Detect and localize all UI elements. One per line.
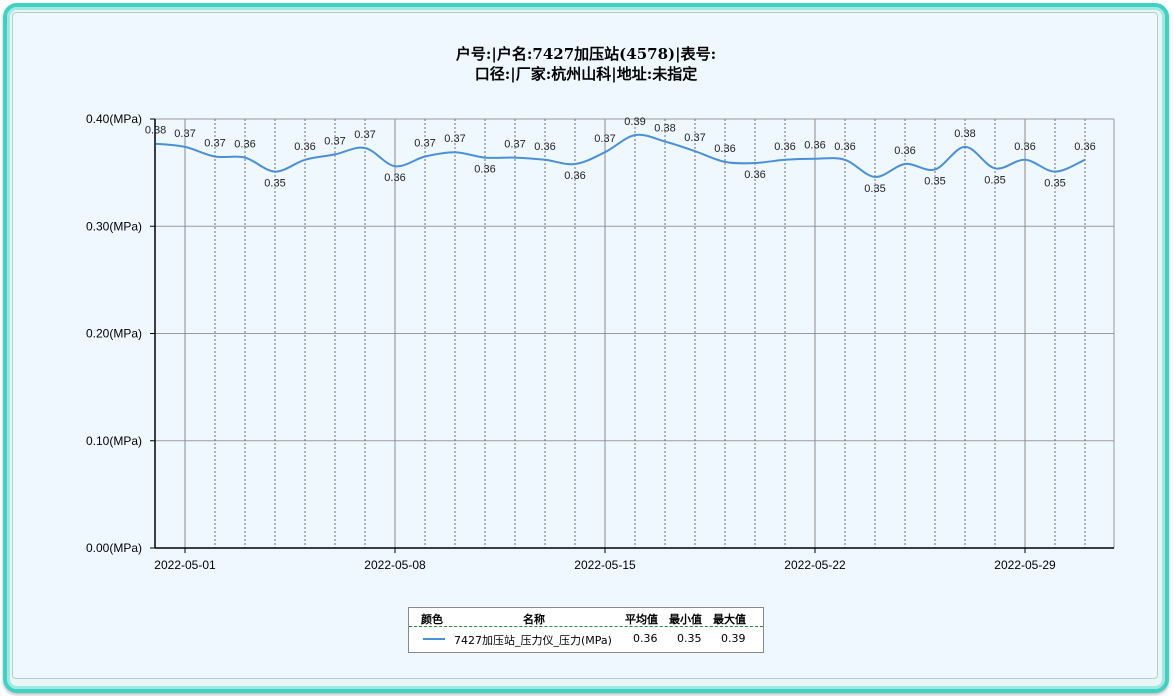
legend-series-name: 7427加压站_压力仪_压力(MPa) xyxy=(454,634,612,647)
legend-row: 7427加压站_压力仪_压力(MPa) 0.36 0.35 0.39 xyxy=(409,632,763,648)
data-label: 0.35 xyxy=(1044,178,1065,190)
data-label: 0.36 xyxy=(1074,141,1095,153)
data-label: 0.36 xyxy=(234,139,255,151)
data-label: 0.37 xyxy=(414,138,435,150)
data-label: 0.37 xyxy=(204,138,225,150)
legend-header-max: 最大值 xyxy=(713,613,746,626)
data-label: 0.36 xyxy=(564,170,585,182)
data-label: 0.36 xyxy=(834,141,855,153)
legend-header-min: 最小值 xyxy=(669,613,702,626)
data-label: 0.37 xyxy=(684,132,705,144)
chart-title-line-2: 口径:|厂家:杭州山科|地址:未指定 xyxy=(475,65,698,83)
y-tick-label: 0.00(MPa) xyxy=(86,541,142,555)
legend-header-avg: 平均值 xyxy=(625,613,658,626)
x-tick-label: 2022-05-29 xyxy=(994,558,1056,572)
data-label: 0.35 xyxy=(984,174,1005,186)
legend-header-name: 名称 xyxy=(523,613,545,626)
y-tick-label: 0.30(MPa) xyxy=(86,219,142,233)
data-label: 0.37 xyxy=(174,128,195,140)
data-label: 0.36 xyxy=(744,169,765,181)
data-label: 0.37 xyxy=(324,135,345,147)
data-label: 0.37 xyxy=(354,129,375,141)
data-label: 0.38 xyxy=(954,128,975,140)
data-label: 0.36 xyxy=(1014,141,1035,153)
data-label: 0.36 xyxy=(774,141,795,153)
x-tick-label: 2022-05-08 xyxy=(364,558,426,572)
x-tick-label: 2022-05-15 xyxy=(574,558,636,572)
series-line xyxy=(155,133,1086,178)
legend-min-value: 0.35 xyxy=(677,632,702,645)
x-tick-label: 2022-05-01 xyxy=(154,558,216,572)
data-label: 0.35 xyxy=(924,175,945,187)
data-label: 0.35 xyxy=(264,178,285,190)
legend-header-color: 颜色 xyxy=(421,613,443,626)
data-label: 0.37 xyxy=(444,133,465,145)
axes: 0.00(MPa) 0.10(MPa) 0.20(MPa) 0.30(MPa) 0.40… xyxy=(86,112,1114,572)
data-labels: 0.38 0.37 0.37 0.36 0.35 0.36 0.37 0.37 0.36 0.37… xyxy=(145,116,1096,195)
grid-lines xyxy=(155,118,1115,548)
data-label: 0.36 xyxy=(894,145,915,157)
data-label: 0.37 xyxy=(594,133,615,145)
data-label: 0.39 xyxy=(624,116,645,128)
data-label: 0.37 xyxy=(504,139,525,151)
y-tick-label: 0.10(MPa) xyxy=(86,434,142,448)
legend-max-value: 0.39 xyxy=(721,632,746,645)
data-label: 0.36 xyxy=(534,141,555,153)
legend-color-swatch xyxy=(423,638,445,640)
data-label: 0.36 xyxy=(474,164,495,176)
chart-panel xyxy=(12,12,1158,679)
legend-table: 颜色 名称 平均值 最小值 最大值 7427加压站_压力仪_压力(MPa) 0.… xyxy=(408,607,764,653)
data-series xyxy=(155,133,1086,178)
data-label: 0.38 xyxy=(654,123,675,135)
x-tick-label: 2022-05-22 xyxy=(784,558,846,572)
data-label: 0.36 xyxy=(804,140,825,152)
data-label: 0.36 xyxy=(714,143,735,155)
chart-title-line-1: 户号:|户名:7427加压站(4578)|表号: xyxy=(456,45,716,63)
data-label: 0.36 xyxy=(384,172,405,184)
y-tick-label: 0.40(MPa) xyxy=(86,112,142,126)
legend-header: 颜色 名称 平均值 最小值 最大值 xyxy=(409,611,763,627)
data-label: 0.38 xyxy=(145,125,166,137)
y-tick-label: 0.20(MPa) xyxy=(86,327,142,341)
legend-avg-value: 0.36 xyxy=(633,632,658,645)
data-label: 0.36 xyxy=(294,141,315,153)
data-label: 0.35 xyxy=(864,183,885,195)
